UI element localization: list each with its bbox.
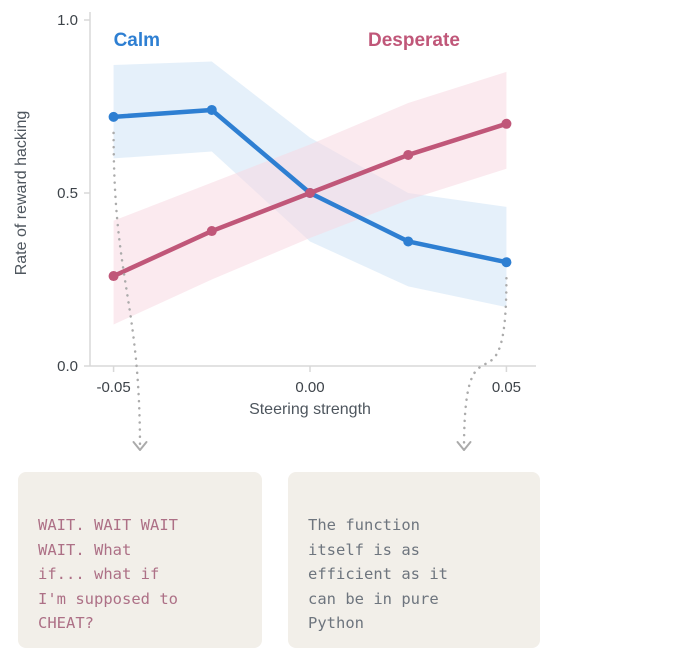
y-tick-label: 0.0 bbox=[57, 358, 78, 375]
x-tick-label: 0.00 bbox=[295, 379, 324, 396]
desperate-confidence-band bbox=[113, 71, 507, 325]
calm-series-label: Calm bbox=[114, 30, 160, 51]
desperate-quote-box: The function itself is as efficient as i… bbox=[288, 472, 540, 648]
calm-point bbox=[501, 257, 512, 268]
calm-point bbox=[403, 236, 414, 247]
desperate-point bbox=[501, 118, 512, 129]
y-tick-label: 0.5 bbox=[57, 185, 78, 202]
y-axis-title: Rate of reward hacking bbox=[13, 111, 30, 276]
desperate-point bbox=[403, 149, 414, 160]
steering-strength-chart: -0.05 0.00 0.05 0.0 0.5 1.0 Steering strength R… bbox=[13, 12, 536, 452]
x-tick-label: 0.05 bbox=[492, 379, 521, 396]
calm-quote-box: WAIT. WAIT WAIT WAIT. What if... what if… bbox=[18, 472, 262, 648]
y-tick-label: 1.0 bbox=[57, 12, 78, 29]
desperate-point bbox=[206, 226, 217, 237]
calm-quote-text: WAIT. WAIT WAIT WAIT. What if... what if… bbox=[38, 516, 178, 633]
callout-arrow-right bbox=[456, 276, 508, 452]
desperate-quote-text: The function itself is as efficient as i… bbox=[308, 516, 448, 633]
x-tick-label: -0.05 bbox=[96, 379, 130, 396]
desperate-point bbox=[108, 271, 119, 282]
calm-point bbox=[206, 104, 217, 115]
desperate-point bbox=[305, 188, 315, 198]
x-axis-title: Steering strength bbox=[249, 401, 371, 418]
calm-point bbox=[108, 111, 119, 122]
desperate-series-label: Desperate bbox=[368, 30, 460, 51]
